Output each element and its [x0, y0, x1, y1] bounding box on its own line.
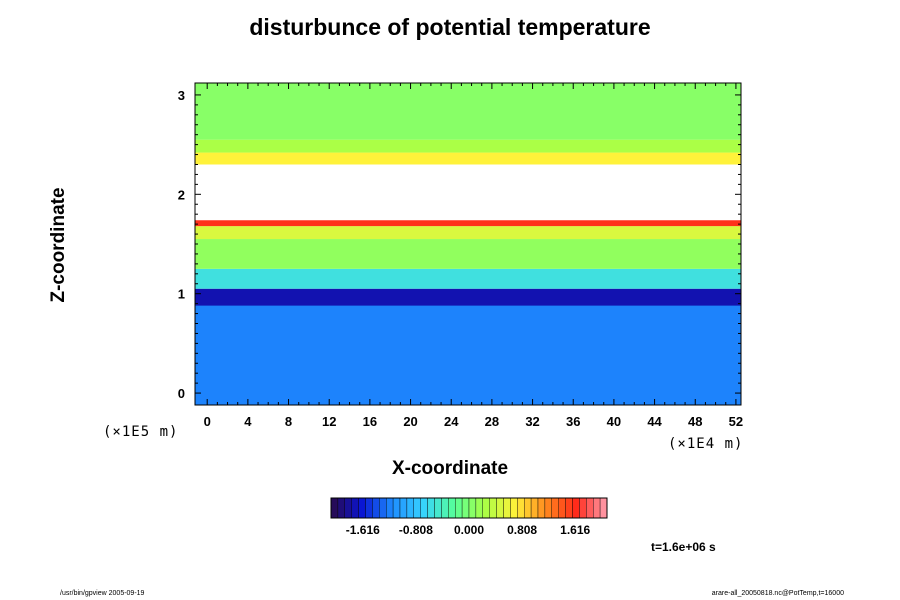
colorbar-cell [489, 497, 497, 519]
colorbar-cell [406, 497, 415, 519]
colorbar-cell [537, 497, 546, 519]
y-axis-ticks: 0 1 2 3 [178, 88, 741, 401]
x-tick-label-1: 4 [244, 414, 252, 429]
heatmap-band-2 [195, 268, 741, 289]
colorbar-cell [358, 497, 366, 519]
heatmap-band-8 [195, 83, 741, 140]
colorbar-cell [399, 497, 408, 519]
colorbar-cell [586, 497, 594, 519]
colorbar-cell [475, 497, 483, 519]
y-axis-scale-label: (×1E5 m) [103, 424, 179, 440]
colorbar [330, 497, 608, 519]
colorbar-cell [454, 497, 463, 519]
colorbar-cell [427, 497, 435, 519]
colorbar-cell [351, 497, 359, 519]
colorbar-cell [510, 497, 518, 519]
colorbar-cell [530, 497, 539, 519]
footer-source: arare-all_20050818.nc@PotTemp,t=16000 [711, 590, 844, 597]
x-tick-label-8: 32 [525, 414, 539, 429]
colorbar-cell [337, 497, 346, 519]
colorbar-cell [372, 497, 380, 519]
x-tick-label-4: 16 [363, 414, 377, 429]
colorbar-cell [468, 497, 477, 519]
colorbar-tick-label-1: -0.808 [398, 523, 433, 537]
colorbar-cell [579, 497, 587, 519]
x-tick-label-3: 12 [322, 414, 336, 429]
colorbar-cell [599, 497, 608, 519]
colorbar-cell [461, 497, 470, 519]
colorbar-cell [448, 497, 456, 519]
colorbar-cell [544, 497, 552, 519]
undefined-region [195, 192, 741, 221]
heatmap-band-6 [195, 152, 741, 165]
colorbar-tick-label-4: 1.616 [560, 523, 591, 537]
footer-command: /usr/bin/gpview 2005-09-19 [60, 590, 145, 597]
colorbar-cell [344, 497, 352, 519]
colorbar-cell [386, 497, 394, 519]
colorbar-cell [496, 497, 504, 519]
colorbar-cell [558, 497, 566, 519]
colorbar-cell [565, 497, 573, 519]
colorbar-cell [420, 497, 428, 519]
x-tick-label-7: 28 [485, 414, 499, 429]
y-tick-label-3: 3 [178, 88, 185, 103]
colorbar-tick-label-3: 0.808 [507, 523, 538, 537]
colorbar-cell [441, 497, 449, 519]
colorbar-cell [523, 497, 532, 519]
colorbar-cell [379, 497, 387, 519]
y-tick-label-2: 2 [178, 187, 185, 202]
x-tick-label-6: 24 [444, 414, 459, 429]
colorbar-cell [593, 497, 601, 519]
colorbar-tick-label-2: 0.000 [453, 523, 485, 537]
chart-title: disturbunce of potential temperature [249, 14, 651, 40]
x-tick-label-2: 8 [285, 414, 292, 429]
heatmap-band-7 [195, 139, 741, 153]
x-axis-scale-label: (×1E4 m) [668, 436, 744, 452]
colorbar-tick-label-0: -1.616 [345, 523, 380, 537]
heatmap-band-3 [195, 239, 741, 269]
x-tick-label-12: 48 [688, 414, 702, 429]
colorbar-cell [365, 497, 373, 519]
colorbar-cell [330, 497, 339, 519]
colorbar-cell [482, 497, 490, 519]
colorbar-cell [517, 497, 525, 519]
x-tick-label-10: 40 [607, 414, 621, 429]
x-axis-label: X-coordinate [391, 458, 509, 479]
colorbar-cell [572, 497, 580, 519]
time-annotation: t=1.6e+06 s [651, 540, 716, 554]
x-tick-label-0: 0 [204, 414, 211, 429]
colorbar-cell [551, 497, 559, 519]
colorbar-cell [413, 497, 421, 519]
x-tick-label-9: 36 [566, 414, 580, 429]
x-tick-label-11: 44 [647, 414, 662, 429]
x-tick-label-5: 20 [403, 414, 417, 429]
heatmap-field [195, 83, 741, 405]
y-tick-label-0: 0 [178, 386, 185, 401]
colorbar-cell [503, 497, 511, 519]
colorbar-cell [392, 497, 401, 519]
y-axis-label: Z-coordinate [48, 187, 69, 303]
y-tick-label-1: 1 [178, 287, 185, 302]
heatmap-band-4 [195, 226, 741, 240]
colorbar-cell [434, 497, 442, 519]
x-axis-ticks: 0 4 8 12 16 20 24 28 32 36 40 44 48 52 [204, 83, 743, 429]
heatmap-band-1 [195, 288, 741, 306]
heatmap-band-5 [195, 220, 741, 227]
colorbar-frame [330, 497, 608, 519]
heatmap-band-0 [195, 298, 741, 405]
x-tick-label-13: 52 [729, 414, 743, 429]
